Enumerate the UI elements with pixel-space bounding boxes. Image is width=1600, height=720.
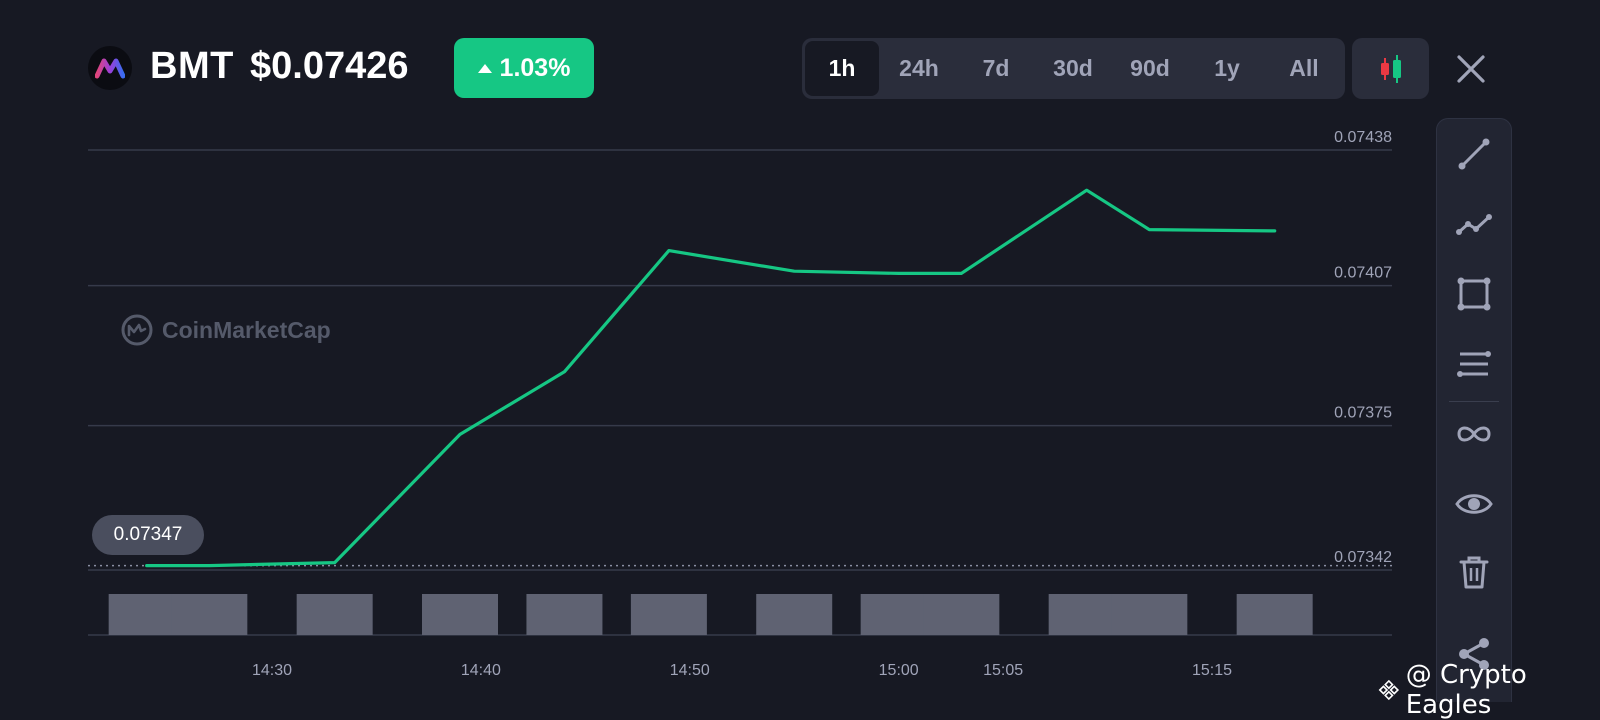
share-icon — [1459, 638, 1489, 670]
horizontal-lines-tool[interactable] — [1449, 339, 1499, 389]
volume-bar — [1111, 594, 1188, 635]
time-range-selector: 1h 24h 7d 30d 90d 1y All — [802, 38, 1345, 99]
volume-bar — [756, 594, 833, 635]
binance-logo-icon — [1378, 679, 1400, 701]
polyline-tool[interactable] — [1449, 199, 1499, 249]
y-tick-label: 0.07375 — [1334, 405, 1392, 422]
visibility-tool[interactable] — [1449, 479, 1499, 529]
eye-icon — [1455, 494, 1493, 514]
horizontal-lines-icon — [1457, 351, 1491, 377]
rectangle-icon — [1457, 277, 1491, 311]
credit-watermark: @ Crypto Eagles — [1378, 660, 1600, 720]
rectangle-tool[interactable] — [1449, 269, 1499, 319]
x-tick-label: 14:40 — [461, 662, 501, 679]
toolbar-divider — [1449, 401, 1499, 402]
start-price-tag: 0.07347 — [92, 515, 204, 555]
credit-text: @ Crypto Eagles — [1405, 660, 1527, 720]
y-tick-label: 0.07407 — [1334, 265, 1392, 282]
tab-90d[interactable]: 90d — [1130, 55, 1170, 81]
trend-line-tool[interactable] — [1449, 129, 1499, 179]
price-change-value: 1.03% — [499, 53, 571, 82]
tab-all[interactable]: All — [1289, 55, 1319, 81]
y-tick-label: 0.07342 — [1334, 549, 1392, 566]
coinmarketcap-watermark: CoinMarketCap — [120, 313, 331, 347]
share-tool[interactable] — [1449, 629, 1499, 679]
x-tick-label: 14:30 — [252, 662, 292, 679]
candlestick-icon — [1380, 54, 1401, 83]
close-button[interactable] — [1450, 48, 1492, 90]
volume-bar — [923, 594, 1000, 635]
delete-tool[interactable] — [1449, 547, 1499, 597]
polyline-icon — [1456, 214, 1492, 235]
volume-bar — [1236, 594, 1313, 635]
tab-1y[interactable]: 1y — [1214, 55, 1240, 81]
volume-bar — [422, 594, 498, 635]
x-tick-label: 15:00 — [879, 662, 919, 679]
watermark-text: CoinMarketCap — [162, 316, 331, 343]
trend-line-icon — [1458, 138, 1490, 170]
chart-header: BMT $0.07426 1.03% 1h 24h 7d 30d 90d 1y … — [0, 0, 1600, 110]
infinity-icon — [1457, 426, 1491, 442]
y-tick-label: 0.07438 — [1334, 129, 1392, 146]
price-change-badge: 1.03% — [454, 38, 594, 98]
candlestick-toggle-button[interactable] — [1352, 38, 1429, 99]
price-chart: 0.07438 0.07407 0.07375 0.07342 14:30 14:40 14… — [88, 129, 1392, 679]
tab-30d[interactable]: 30d — [1053, 55, 1093, 81]
x-tick-label: 15:05 — [983, 662, 1023, 679]
close-icon — [1457, 55, 1485, 83]
coinmarketcap-logo-icon — [121, 314, 153, 346]
x-tick-label: 14:50 — [670, 662, 710, 679]
trash-icon — [1459, 556, 1489, 589]
volume-bar — [296, 594, 373, 635]
token-price: $0.07426 — [250, 45, 409, 87]
arrow-up-icon — [477, 63, 492, 73]
infinity-tool[interactable] — [1449, 409, 1499, 459]
volume-bar — [630, 594, 707, 635]
x-tick-label: 15:15 — [1192, 662, 1232, 679]
price-line — [145, 188, 1277, 568]
tab-1h[interactable]: 1h — [805, 41, 879, 96]
bmt-logo-icon — [88, 46, 132, 90]
tab-7d[interactable]: 7d — [982, 55, 1010, 81]
token-symbol: BMT — [150, 45, 234, 87]
volume-bar — [526, 594, 603, 635]
volume-bar — [171, 594, 248, 635]
drawing-toolbar — [1436, 118, 1512, 702]
tab-24h[interactable]: 24h — [899, 55, 939, 81]
